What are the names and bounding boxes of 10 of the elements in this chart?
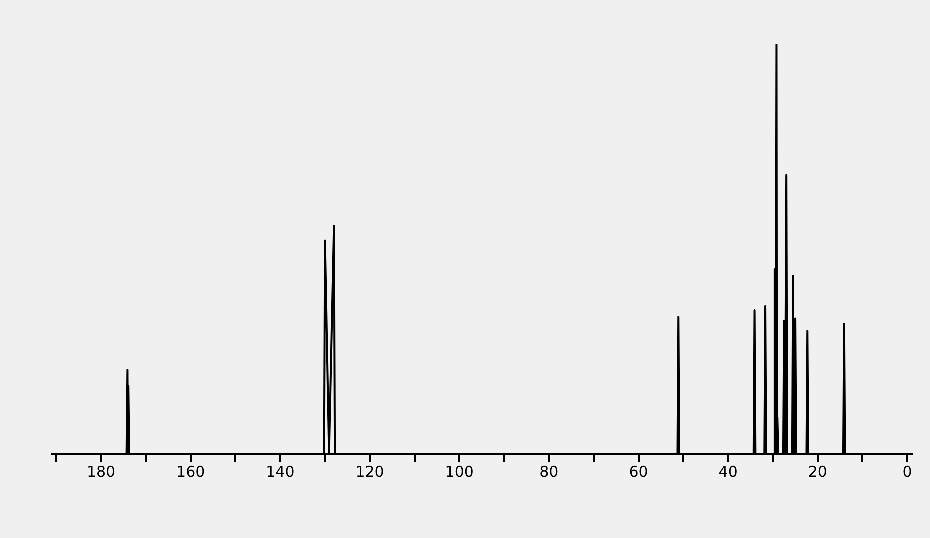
x-tick-label: 160 [176, 462, 206, 481]
x-tick-label: 80 [540, 462, 559, 481]
x-tick-label: 100 [445, 462, 474, 481]
x-tick-label: 140 [266, 462, 295, 481]
x-tick-label: 60 [629, 462, 648, 481]
x-tick-label: 20 [808, 462, 828, 481]
x-tick-label: 180 [86, 462, 116, 481]
x-tick-label: 0 [902, 462, 912, 481]
x-tick-label: 120 [356, 462, 384, 481]
x-tick-label: 40 [718, 462, 738, 481]
